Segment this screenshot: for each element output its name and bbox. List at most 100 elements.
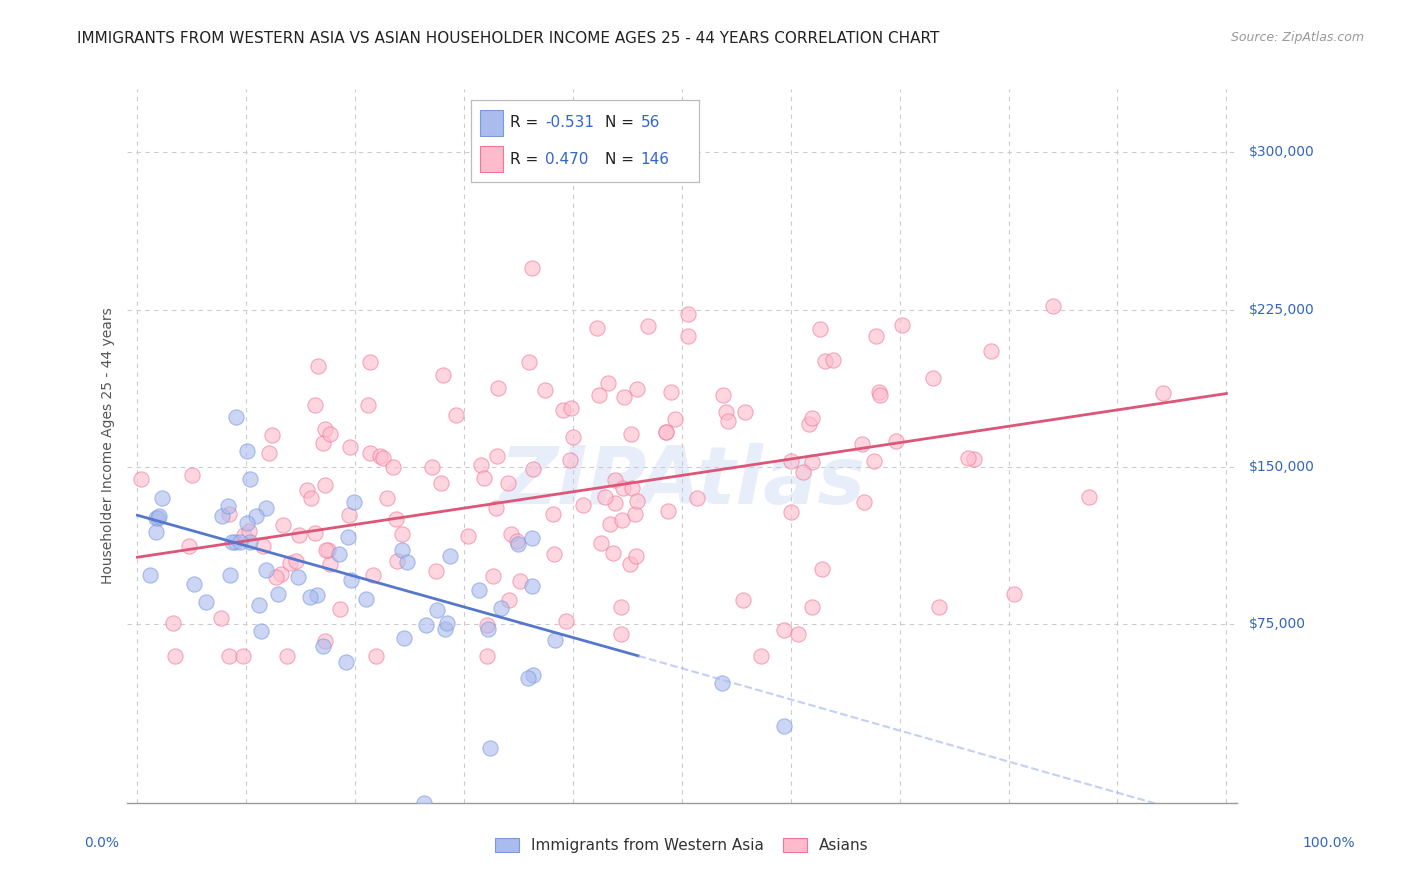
Point bbox=[591, 535, 613, 549]
Point bbox=[560, 452, 582, 467]
Point bbox=[477, 622, 499, 636]
Point bbox=[509, 574, 531, 589]
Point bbox=[787, 627, 810, 641]
Point bbox=[963, 452, 986, 467]
Point bbox=[853, 495, 876, 509]
Point bbox=[922, 371, 945, 385]
Y-axis label: Householder Income Ages 25 - 44 years: Householder Income Ages 25 - 44 years bbox=[101, 308, 115, 584]
Point bbox=[218, 568, 240, 582]
Point bbox=[312, 640, 335, 654]
Point bbox=[485, 501, 508, 516]
Point bbox=[800, 599, 823, 614]
Point bbox=[225, 410, 247, 425]
Point bbox=[396, 555, 419, 569]
Point bbox=[773, 623, 796, 637]
Point bbox=[305, 588, 328, 602]
Text: $150,000: $150,000 bbox=[1249, 460, 1315, 474]
Point bbox=[475, 648, 498, 663]
Point bbox=[522, 461, 544, 475]
Point bbox=[232, 528, 254, 542]
Point bbox=[245, 508, 267, 523]
Point bbox=[619, 557, 641, 571]
Point bbox=[780, 505, 803, 519]
Point bbox=[489, 601, 512, 615]
Point bbox=[304, 398, 326, 412]
Point bbox=[217, 499, 239, 513]
Point bbox=[391, 543, 413, 558]
Text: IMMIGRANTS FROM WESTERN ASIA VS ASIAN HOUSEHOLDER INCOME AGES 25 - 44 YEARS CORR: IMMIGRANTS FROM WESTERN ASIA VS ASIAN HO… bbox=[77, 31, 939, 46]
Point bbox=[387, 554, 409, 568]
Point bbox=[359, 446, 381, 460]
Point bbox=[145, 524, 167, 539]
Point bbox=[343, 494, 366, 508]
Point bbox=[254, 563, 277, 577]
Point bbox=[980, 343, 1002, 358]
Point bbox=[800, 410, 823, 425]
Point bbox=[273, 518, 295, 533]
Point bbox=[808, 322, 831, 336]
Point bbox=[1002, 587, 1025, 601]
Point bbox=[270, 566, 292, 581]
Point bbox=[772, 719, 794, 733]
Point bbox=[1078, 490, 1101, 504]
Point bbox=[593, 490, 616, 504]
Text: $300,000: $300,000 bbox=[1249, 145, 1315, 159]
Point bbox=[420, 460, 443, 475]
Point bbox=[626, 382, 648, 396]
Point bbox=[249, 598, 271, 612]
Point bbox=[209, 611, 232, 625]
Point bbox=[287, 570, 309, 584]
Point bbox=[218, 648, 240, 663]
Point bbox=[375, 491, 398, 506]
Point bbox=[328, 547, 350, 561]
Point bbox=[439, 549, 461, 563]
Point bbox=[541, 507, 564, 521]
Point bbox=[295, 483, 318, 497]
Point bbox=[821, 353, 844, 368]
Point bbox=[572, 498, 595, 512]
Text: $75,000: $75,000 bbox=[1249, 617, 1305, 632]
Point bbox=[612, 481, 634, 495]
Text: 100.0%: 100.0% bbox=[1302, 836, 1355, 850]
Point bbox=[221, 535, 243, 549]
Point bbox=[612, 513, 634, 527]
Point bbox=[436, 615, 458, 630]
Point bbox=[181, 468, 204, 483]
Point bbox=[468, 583, 491, 598]
Point bbox=[544, 633, 567, 648]
Point bbox=[610, 599, 633, 614]
Point bbox=[551, 403, 574, 417]
Point bbox=[239, 535, 262, 549]
Point bbox=[865, 329, 887, 343]
Point bbox=[522, 532, 544, 546]
Point bbox=[299, 491, 322, 505]
Point bbox=[361, 567, 384, 582]
Point bbox=[288, 528, 311, 542]
Point bbox=[522, 261, 544, 276]
Point bbox=[654, 425, 676, 440]
Point bbox=[299, 590, 322, 604]
Point bbox=[183, 576, 205, 591]
Point bbox=[150, 491, 173, 505]
Point bbox=[884, 434, 907, 448]
Point bbox=[162, 615, 184, 630]
Point bbox=[385, 511, 408, 525]
Text: $225,000: $225,000 bbox=[1249, 302, 1315, 317]
Point bbox=[655, 425, 678, 440]
Point bbox=[868, 385, 890, 400]
Point bbox=[779, 454, 801, 468]
Point bbox=[432, 368, 454, 383]
Point bbox=[543, 547, 565, 561]
Point bbox=[792, 465, 814, 479]
Point bbox=[664, 412, 686, 426]
Point bbox=[1042, 299, 1064, 313]
Point bbox=[734, 405, 756, 419]
Point bbox=[285, 554, 308, 568]
Point bbox=[314, 634, 336, 648]
Point bbox=[711, 388, 734, 402]
Point bbox=[891, 318, 914, 332]
Point bbox=[371, 451, 394, 466]
Point bbox=[486, 449, 509, 463]
Point bbox=[354, 591, 377, 606]
Point bbox=[676, 307, 699, 321]
